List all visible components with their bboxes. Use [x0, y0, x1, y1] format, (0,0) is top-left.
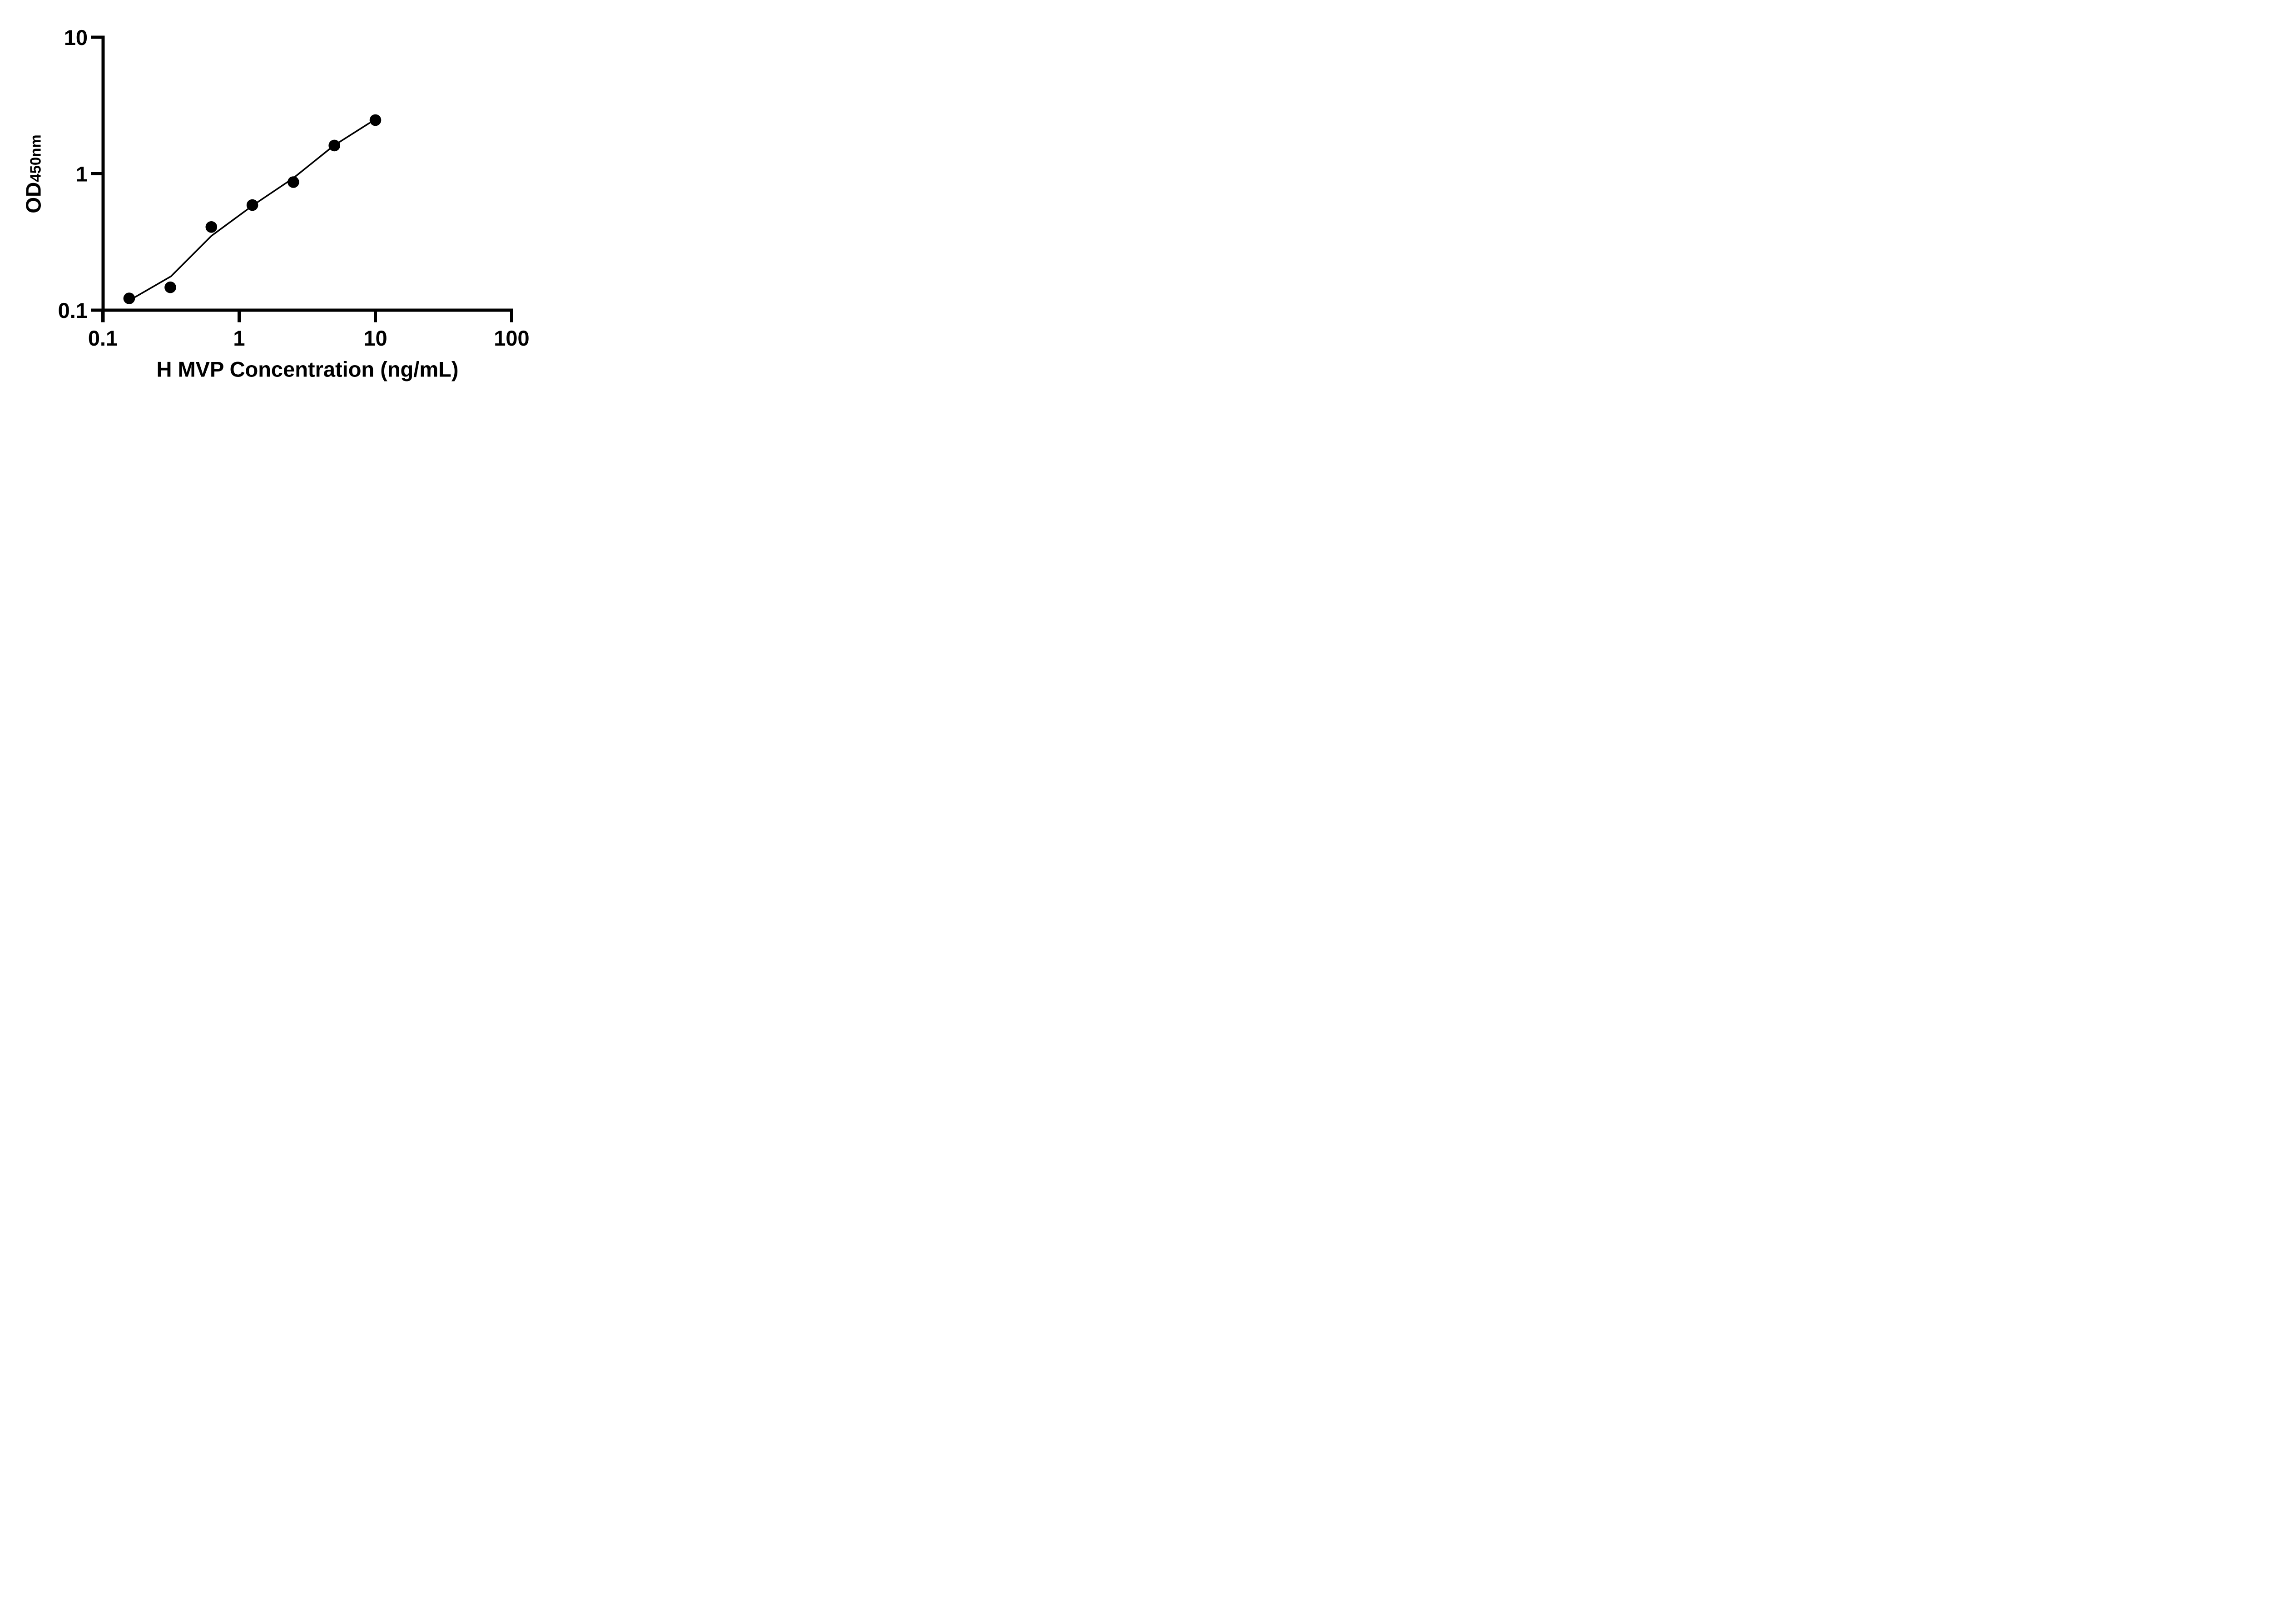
- data-point: [288, 176, 299, 188]
- x-tick-label: 0.1: [88, 326, 118, 350]
- y-axis-title-main: OD: [22, 182, 45, 213]
- data-point: [123, 292, 135, 304]
- data-point: [328, 139, 340, 152]
- x-tick-label: 10: [363, 326, 387, 350]
- x-axis-title: H MVP Concentration (ng/mL): [157, 357, 459, 381]
- x-tick-label: 100: [494, 326, 529, 350]
- y-tick-label: 1: [76, 162, 88, 186]
- y-tick-label: 0.1: [58, 298, 88, 322]
- x-tick-label: 1: [233, 326, 245, 350]
- data-point: [246, 199, 258, 211]
- axes-layer: 0.1 1 10 0.1 1 10 100: [58, 25, 530, 350]
- y-axis-title-subscript: 450nm: [27, 134, 44, 182]
- data-points: [123, 114, 382, 304]
- y-tick-label: 10: [64, 25, 88, 50]
- data-point: [164, 281, 176, 293]
- y-axis-title: OD450nm: [22, 134, 45, 213]
- elisa-standard-curve-chart: 0.1 1 10 0.1 1 10 100 H MVP Concentration (ng/…: [22, 25, 530, 381]
- data-point: [205, 221, 218, 233]
- data-point: [369, 114, 382, 126]
- figure-canvas: 0.1 1 10 0.1 1 10 100 H MVP Concentration (ng/…: [0, 0, 576, 406]
